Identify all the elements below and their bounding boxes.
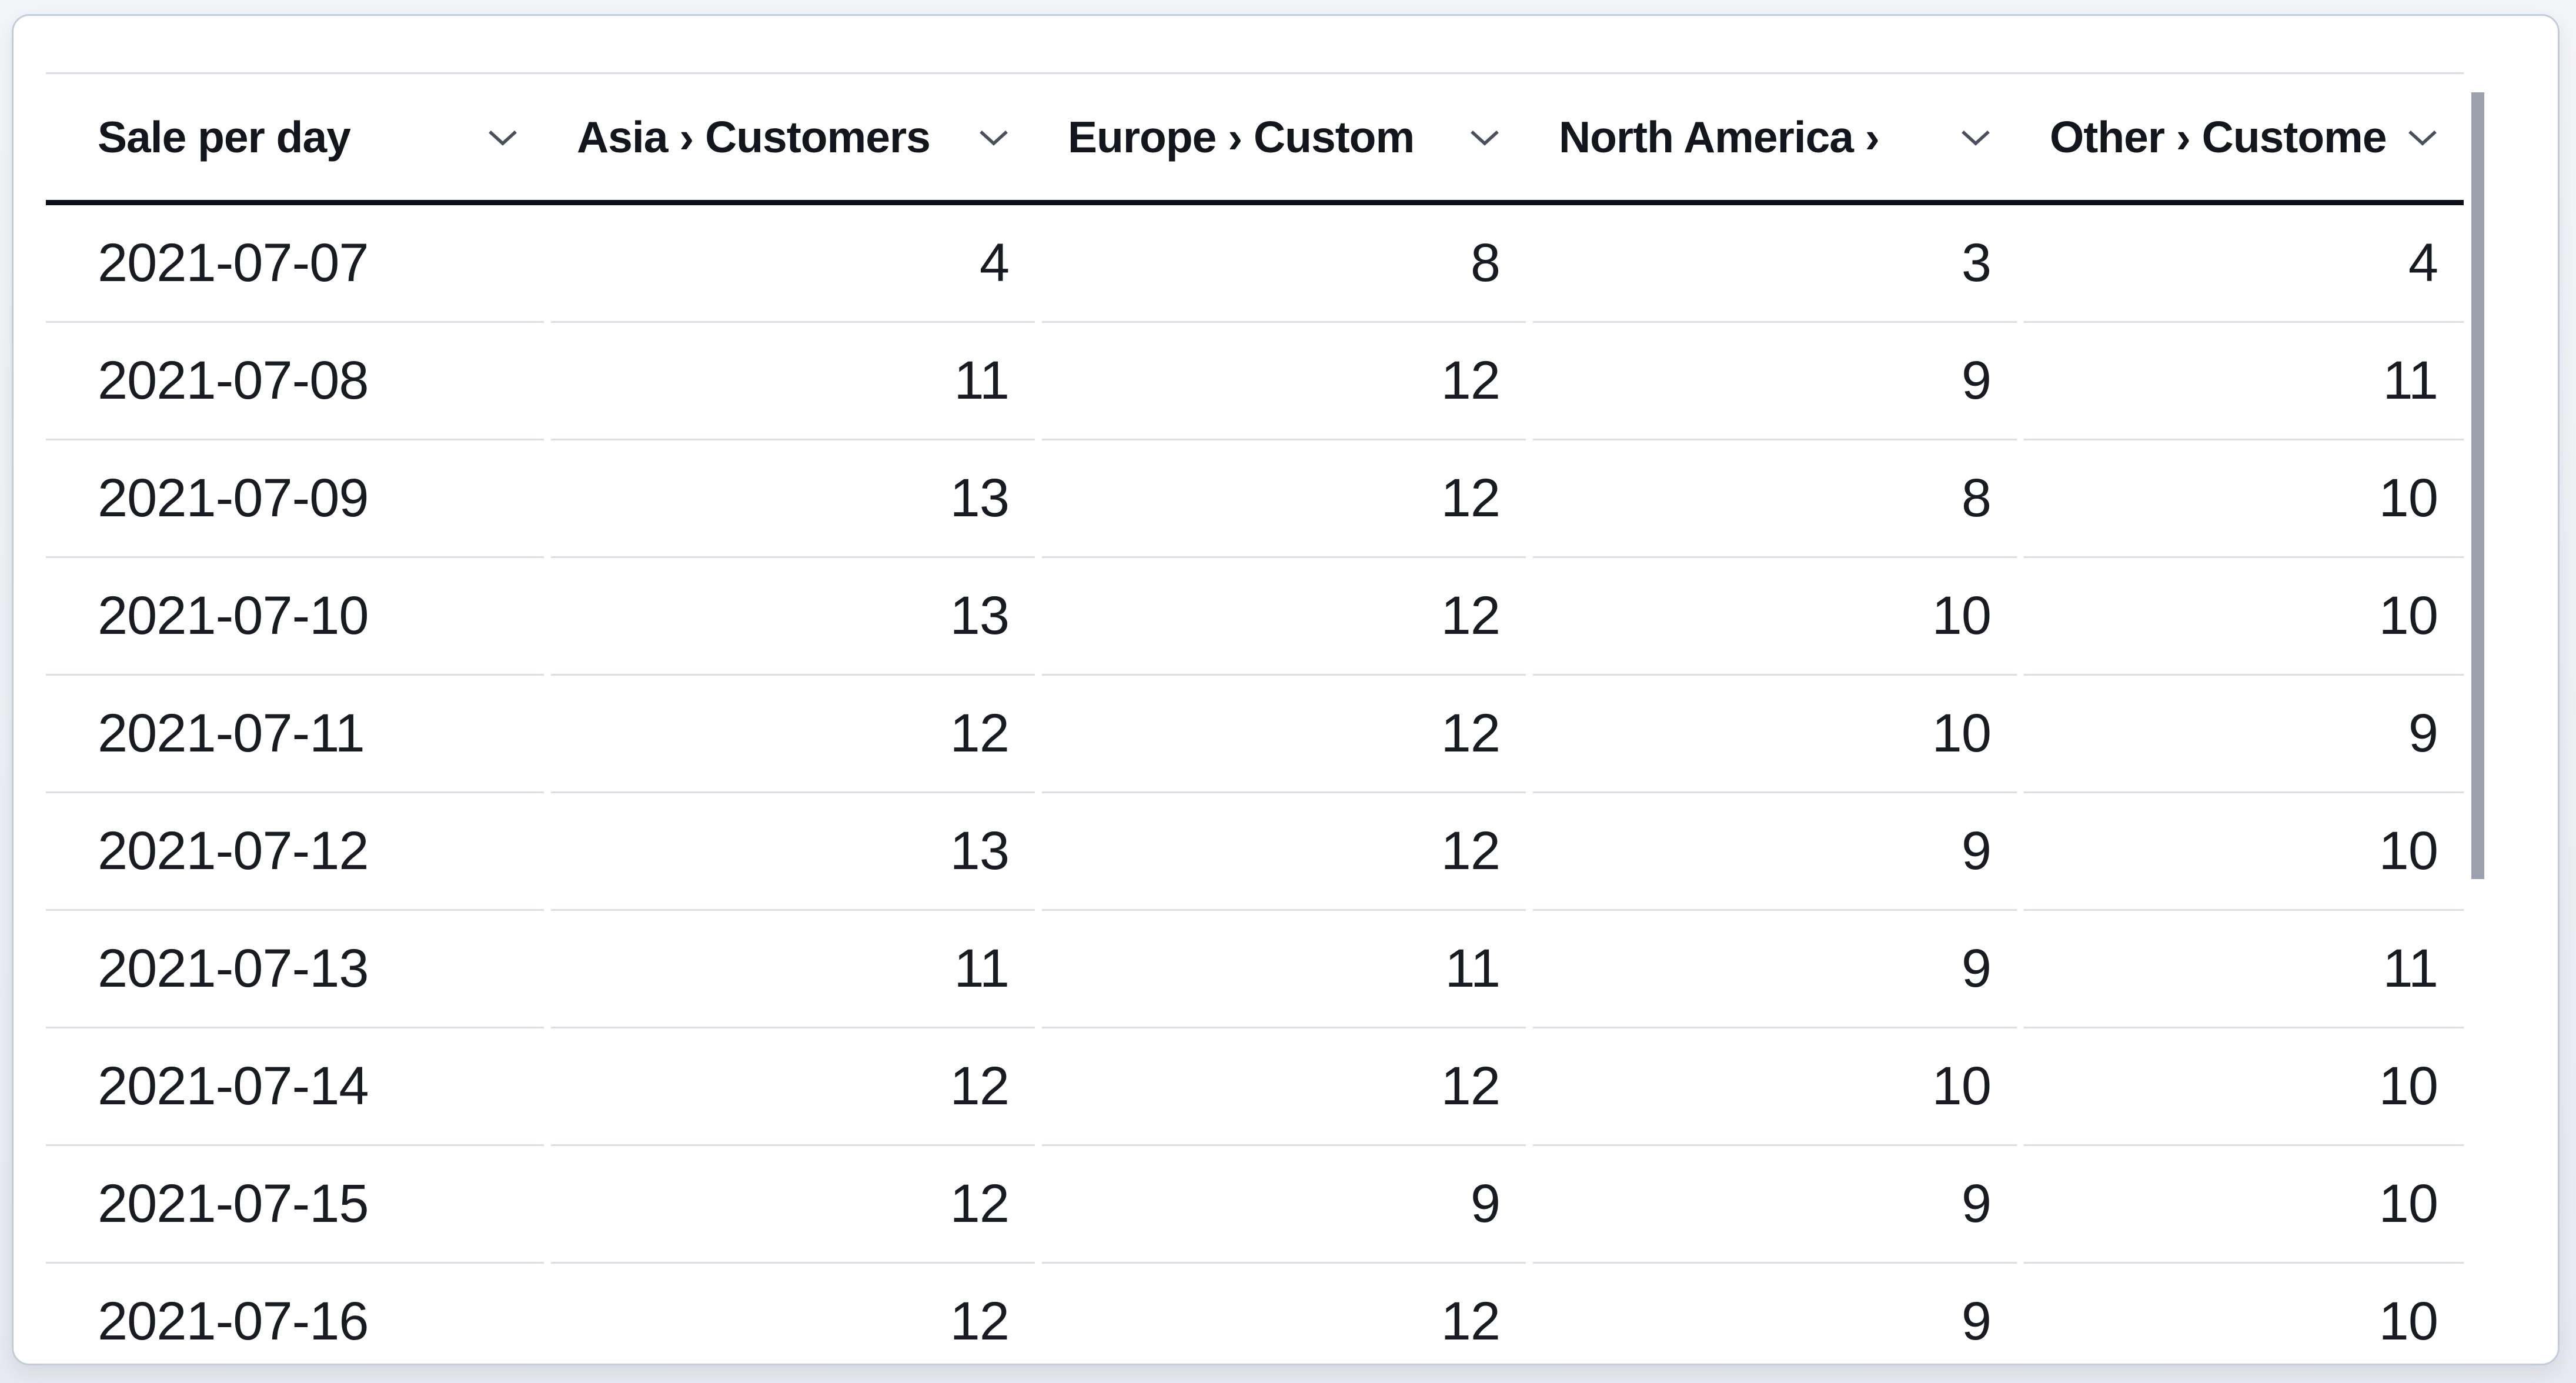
cell-value: 10 bbox=[2024, 440, 2464, 558]
cell-value: 10 bbox=[2024, 1028, 2464, 1146]
column-header-label: Europe › Custom bbox=[1068, 112, 1415, 162]
table-row: 2021-07-08 11 12 9 11 bbox=[46, 323, 2464, 440]
table-row: 2021-07-07 4 8 3 4 bbox=[46, 205, 2464, 323]
cell-value: 8 bbox=[1042, 205, 1526, 323]
cell-value: 12 bbox=[1042, 440, 1526, 558]
cell-value: 10 bbox=[2024, 793, 2464, 911]
cell-value: 10 bbox=[2024, 1264, 2464, 1364]
cell-value: 9 bbox=[1533, 911, 2017, 1028]
table-row: 2021-07-10 13 12 10 10 bbox=[46, 558, 2464, 676]
cell-value: 12 bbox=[1042, 1028, 1526, 1146]
cell-value: 9 bbox=[1533, 1264, 2017, 1364]
cell-value: 13 bbox=[551, 558, 1035, 676]
cell-value: 12 bbox=[1042, 323, 1526, 440]
cell-value: 11 bbox=[551, 911, 1035, 1028]
cell-value: 10 bbox=[1533, 1028, 2017, 1146]
cell-date: 2021-07-11 bbox=[46, 676, 544, 793]
cell-value: 13 bbox=[551, 793, 1035, 911]
cell-value: 12 bbox=[551, 1264, 1035, 1364]
cell-value: 9 bbox=[1533, 323, 2017, 440]
cell-value: 11 bbox=[2024, 323, 2464, 440]
cell-value: 9 bbox=[2024, 676, 2464, 793]
cell-value: 12 bbox=[1042, 793, 1526, 911]
cell-date: 2021-07-15 bbox=[46, 1146, 544, 1264]
chevron-down-icon[interactable] bbox=[1455, 128, 1500, 146]
cell-date: 2021-07-16 bbox=[46, 1264, 544, 1364]
cell-value: 4 bbox=[2024, 205, 2464, 323]
table-row: 2021-07-11 12 12 10 9 bbox=[46, 676, 2464, 793]
column-header-label: Other › Custome bbox=[2050, 112, 2387, 162]
column-header-label: Asia › Customers bbox=[577, 112, 930, 162]
cell-value: 10 bbox=[2024, 1146, 2464, 1264]
cell-date: 2021-07-14 bbox=[46, 1028, 544, 1146]
cell-value: 10 bbox=[1533, 558, 2017, 676]
chevron-down-icon[interactable] bbox=[1946, 128, 1991, 146]
cell-value: 10 bbox=[2024, 558, 2464, 676]
table-row: 2021-07-16 12 12 9 10 bbox=[46, 1264, 2464, 1364]
table-row: 2021-07-12 13 12 9 10 bbox=[46, 793, 2464, 911]
cell-value: 9 bbox=[1533, 1146, 2017, 1264]
cell-value: 12 bbox=[551, 1028, 1035, 1146]
cell-date: 2021-07-10 bbox=[46, 558, 544, 676]
cell-value: 13 bbox=[551, 440, 1035, 558]
data-table: Sale per day Asia › Customers Europe › Cus… bbox=[46, 72, 2464, 1364]
cell-value: 11 bbox=[551, 323, 1035, 440]
cell-value: 12 bbox=[1042, 558, 1526, 676]
chevron-down-icon[interactable] bbox=[2393, 128, 2438, 146]
table-body: 2021-07-07 4 8 3 4 2021-07-08 11 12 9 11 2021-07-0… bbox=[46, 205, 2464, 1364]
table-row: 2021-07-14 12 12 10 10 bbox=[46, 1028, 2464, 1146]
cell-value: 8 bbox=[1533, 440, 2017, 558]
cell-value: 12 bbox=[1042, 1264, 1526, 1364]
cell-value: 9 bbox=[1533, 793, 2017, 911]
cell-value: 10 bbox=[1533, 676, 2017, 793]
vertical-scrollbar-thumb[interactable] bbox=[2471, 92, 2484, 879]
cell-value: 4 bbox=[551, 205, 1035, 323]
column-header-label: North America › bbox=[1559, 112, 1879, 162]
cell-date: 2021-07-08 bbox=[46, 323, 544, 440]
cell-value: 12 bbox=[1042, 676, 1526, 793]
chevron-down-icon[interactable] bbox=[473, 128, 518, 146]
column-header-label: Sale per day bbox=[98, 112, 350, 162]
table-header-row: Sale per day Asia › Customers Europe › Cus… bbox=[46, 72, 2464, 205]
column-header-other-customers[interactable]: Other › Custome bbox=[2024, 74, 2464, 200]
table-row: 2021-07-15 12 9 9 10 bbox=[46, 1146, 2464, 1264]
column-header-sale-per-day[interactable]: Sale per day bbox=[46, 74, 544, 200]
table-row: 2021-07-13 11 11 9 11 bbox=[46, 911, 2464, 1028]
cell-value: 12 bbox=[551, 1146, 1035, 1264]
cell-date: 2021-07-09 bbox=[46, 440, 544, 558]
cell-date: 2021-07-13 bbox=[46, 911, 544, 1028]
cell-value: 12 bbox=[551, 676, 1035, 793]
table-row: 2021-07-09 13 12 8 10 bbox=[46, 440, 2464, 558]
cell-value: 9 bbox=[1042, 1146, 1526, 1264]
cell-date: 2021-07-07 bbox=[46, 205, 544, 323]
cell-value: 3 bbox=[1533, 205, 2017, 323]
cell-date: 2021-07-12 bbox=[46, 793, 544, 911]
table-card: Sale per day Asia › Customers Europe › Cus… bbox=[12, 14, 2560, 1365]
cell-value: 11 bbox=[1042, 911, 1526, 1028]
chevron-down-icon[interactable] bbox=[964, 128, 1009, 146]
column-header-europe-customers[interactable]: Europe › Custom bbox=[1042, 74, 1526, 200]
cell-value: 11 bbox=[2024, 911, 2464, 1028]
column-header-asia-customers[interactable]: Asia › Customers bbox=[551, 74, 1035, 200]
column-header-north-america-customers[interactable]: North America › bbox=[1533, 74, 2017, 200]
